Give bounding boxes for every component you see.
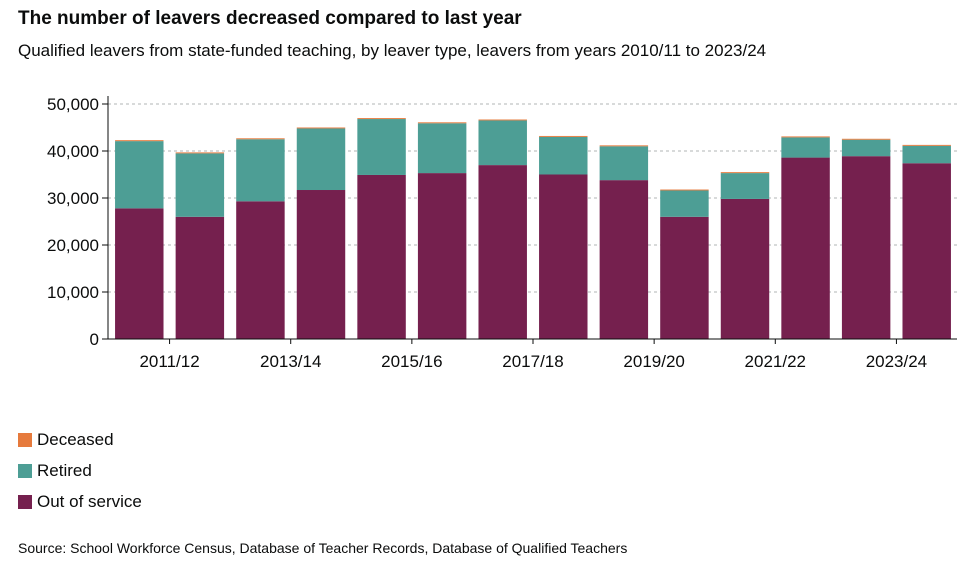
bar-deceased-2013-14: [296, 127, 346, 129]
legend-label-deceased: Deceased: [37, 429, 114, 449]
bar-out-of-service-2022-23: [841, 156, 891, 339]
bar-retired-2014-15: [357, 119, 406, 175]
stacked-bar-chart: 0 10,000 20,000 30,000 40,000 50,000 2011/12 20…: [47, 95, 957, 371]
y-tick-label: 0: [90, 330, 99, 349]
x-tick-label: 2015/16: [381, 352, 442, 371]
chart-subtitle: Qualified leavers from state-funded teac…: [18, 41, 767, 60]
bar-retired-2010-11: [115, 141, 164, 209]
legend-item-deceased: Deceased: [18, 424, 142, 455]
bar-retired-2017-18: [539, 136, 588, 175]
legend-swatch-deceased: [18, 432, 32, 447]
bar-deceased-2011-12: [175, 152, 225, 154]
bar-deceased-2015-16: [417, 122, 467, 124]
bar-deceased-2018-19: [599, 145, 649, 147]
legend-label-out-of-service: Out of service: [37, 491, 142, 511]
x-tick-label: 2017/18: [502, 352, 563, 371]
y-tick-label: 30,000: [47, 189, 99, 208]
bar-retired-2012-13: [236, 139, 285, 202]
bar-deceased-2022-23: [841, 138, 891, 140]
bar-deceased-2019-20: [660, 189, 709, 191]
bar-out-of-service-2014-15: [357, 174, 406, 339]
source-note: Source: School Workforce Census, Databas…: [18, 540, 628, 556]
bar-out-of-service-2020-21: [720, 198, 770, 339]
legend-item-out-of-service: Out of service: [18, 486, 142, 517]
legend-swatch-retired: [18, 463, 32, 478]
bar-retired-2015-16: [417, 123, 467, 174]
bar-retired-2023-24: [902, 145, 951, 164]
bar-out-of-service-2019-20: [660, 216, 709, 339]
bar-retired-2022-23: [841, 139, 891, 157]
chart-title: The number of leavers decreased compared…: [18, 8, 522, 29]
x-tick-label: 2013/14: [260, 352, 321, 371]
y-tick-label: 20,000: [47, 236, 99, 255]
bar-out-of-service-2015-16: [417, 173, 467, 339]
bar-out-of-service-2017-18: [539, 174, 588, 339]
legend-item-retired: Retired: [18, 455, 142, 486]
x-tick-label: 2019/20: [623, 352, 684, 371]
bar-deceased-2012-13: [236, 138, 285, 140]
bar-retired-2020-21: [720, 173, 770, 199]
bar-deceased-2020-21: [720, 172, 770, 174]
bar-deceased-2014-15: [357, 118, 406, 120]
x-tick-label: 2011/12: [139, 352, 199, 371]
bar-out-of-service-2012-13: [236, 201, 285, 339]
bar-deceased-2017-18: [539, 135, 588, 137]
bar-retired-2013-14: [296, 128, 346, 191]
legend-swatch-out-of-service: [18, 494, 32, 509]
bar-deceased-2016-17: [478, 119, 527, 121]
bar-retired-2018-19: [599, 146, 649, 181]
bar-out-of-service-2018-19: [599, 180, 649, 339]
bar-out-of-service-2016-17: [478, 165, 527, 339]
bar-deceased-2023-24: [902, 144, 951, 146]
bar-out-of-service-2011-12: [175, 216, 225, 339]
legend: Deceased Retired Out of service: [18, 424, 142, 517]
x-tick-label: 2023/24: [866, 352, 927, 371]
bar-out-of-service-2023-24: [902, 163, 951, 339]
bar-out-of-service-2010-11: [115, 208, 164, 339]
bar-deceased-2010-11: [115, 140, 164, 142]
bar-retired-2019-20: [660, 190, 709, 217]
y-tick-label: 50,000: [47, 95, 99, 114]
bar-out-of-service-2013-14: [296, 190, 346, 339]
bar-out-of-service-2021-22: [781, 157, 830, 339]
legend-label-retired: Retired: [37, 460, 92, 480]
bar-retired-2016-17: [478, 120, 527, 166]
bar-retired-2021-22: [781, 137, 830, 158]
y-tick-label: 40,000: [47, 142, 99, 161]
y-tick-label: 10,000: [47, 283, 99, 302]
bar-retired-2011-12: [175, 153, 225, 217]
x-tick-label: 2021/22: [745, 352, 806, 371]
bar-deceased-2021-22: [781, 136, 830, 138]
